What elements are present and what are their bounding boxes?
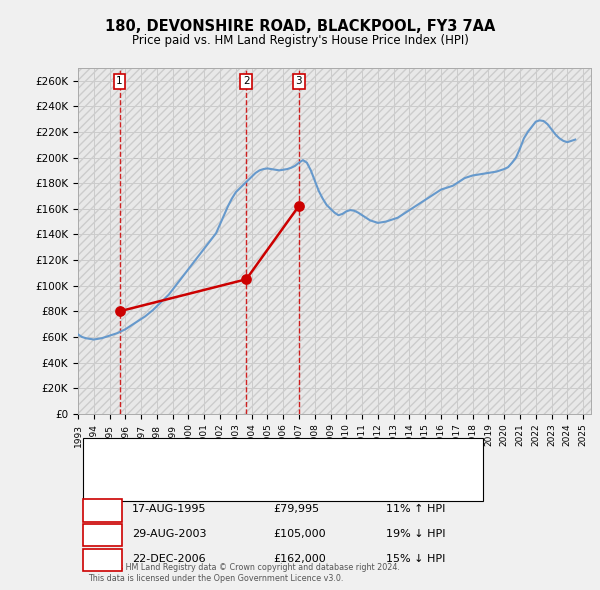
- Text: 15% ↓ HPI: 15% ↓ HPI: [386, 553, 445, 563]
- Text: 180, DEVONSHIRE ROAD, BLACKPOOL, FY3 7AA (detached house): 180, DEVONSHIRE ROAD, BLACKPOOL, FY3 7AA…: [150, 451, 472, 461]
- Text: 1: 1: [116, 77, 123, 87]
- 180, DEVONSHIRE ROAD, BLACKPOOL, FY3 7AA (detached house): [295, 203, 302, 210]
- Line: 180, DEVONSHIRE ROAD, BLACKPOOL, FY3 7AA (detached house): 180, DEVONSHIRE ROAD, BLACKPOOL, FY3 7AA…: [119, 206, 299, 312]
- Text: Price paid vs. HM Land Registry's House Price Index (HPI): Price paid vs. HM Land Registry's House …: [131, 34, 469, 47]
- FancyBboxPatch shape: [83, 549, 122, 571]
- Point: [241, 274, 251, 284]
- Text: 17-AUG-1995: 17-AUG-1995: [132, 504, 206, 514]
- HPI: Average price, detached house, Blackpool: (2.01e+03, 1.53e+05): Average price, detached house, Blackpool…: [394, 214, 401, 221]
- HPI: Average price, detached house, Blackpool: (2.02e+03, 1.9e+05): Average price, detached house, Blackpool…: [497, 167, 504, 174]
- Text: £105,000: £105,000: [273, 529, 326, 539]
- Text: Contains HM Land Registry data © Crown copyright and database right 2024.
This d: Contains HM Land Registry data © Crown c…: [88, 563, 400, 582]
- Text: HPI: Average price, detached house, Blackpool: HPI: Average price, detached house, Blac…: [150, 478, 378, 488]
- Point: [294, 202, 304, 211]
- FancyBboxPatch shape: [83, 438, 483, 502]
- Text: 11% ↑ HPI: 11% ↑ HPI: [386, 504, 445, 514]
- HPI: Average price, detached house, Blackpool: (1.99e+03, 6e+04): Average price, detached house, Blackpool…: [102, 333, 109, 340]
- FancyBboxPatch shape: [83, 499, 122, 522]
- Text: 2: 2: [243, 77, 250, 87]
- Line: HPI: Average price, detached house, Blackpool: HPI: Average price, detached house, Blac…: [78, 120, 575, 339]
- Text: 180, DEVONSHIRE ROAD, BLACKPOOL, FY3 7AA: 180, DEVONSHIRE ROAD, BLACKPOOL, FY3 7AA: [105, 19, 495, 34]
- HPI: Average price, detached house, Blackpool: (1.99e+03, 6.2e+04): Average price, detached house, Blackpool…: [74, 331, 82, 338]
- HPI: Average price, detached house, Blackpool: (1.99e+03, 5.8e+04): Average price, detached house, Blackpool…: [90, 336, 97, 343]
- Text: £79,995: £79,995: [273, 504, 319, 514]
- HPI: Average price, detached house, Blackpool: (2.01e+03, 1.49e+05): Average price, detached house, Blackpool…: [374, 219, 382, 227]
- Text: 3: 3: [99, 553, 106, 563]
- HPI: Average price, detached house, Blackpool: (2.01e+03, 1.51e+05): Average price, detached house, Blackpool…: [367, 217, 374, 224]
- 180, DEVONSHIRE ROAD, BLACKPOOL, FY3 7AA (detached house): [242, 276, 250, 283]
- Text: 22-DEC-2006: 22-DEC-2006: [132, 553, 205, 563]
- Text: 2: 2: [99, 529, 106, 539]
- HPI: Average price, detached house, Blackpool: (2.02e+03, 2.29e+05): Average price, detached house, Blackpool…: [536, 117, 544, 124]
- HPI: Average price, detached house, Blackpool: (2.02e+03, 2.14e+05): Average price, detached house, Blackpool…: [572, 136, 579, 143]
- Text: £162,000: £162,000: [273, 553, 326, 563]
- Text: 19% ↓ HPI: 19% ↓ HPI: [386, 529, 445, 539]
- FancyBboxPatch shape: [83, 524, 122, 546]
- 180, DEVONSHIRE ROAD, BLACKPOOL, FY3 7AA (detached house): [116, 308, 123, 315]
- Point: [115, 307, 124, 316]
- Text: 1: 1: [99, 504, 106, 514]
- Text: 29-AUG-2003: 29-AUG-2003: [132, 529, 206, 539]
- HPI: Average price, detached house, Blackpool: (2.02e+03, 2.26e+05): Average price, detached house, Blackpool…: [544, 121, 551, 128]
- Text: 3: 3: [295, 77, 302, 87]
